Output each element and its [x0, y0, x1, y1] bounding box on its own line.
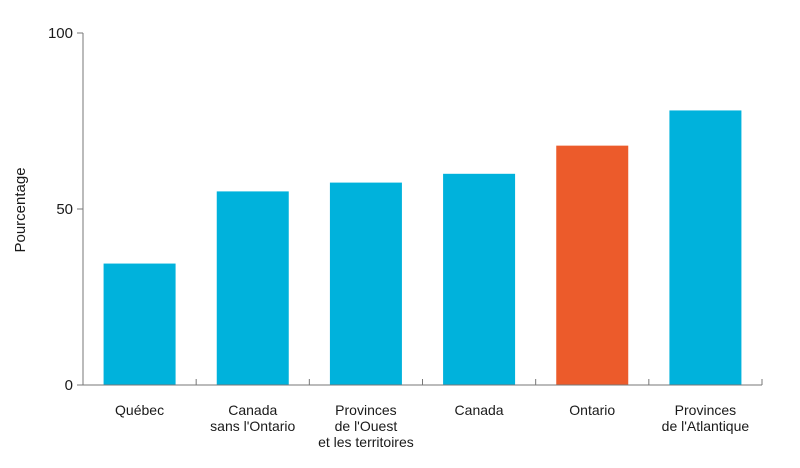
x-category-label-line: sans l'Ontario — [210, 418, 295, 434]
x-category-label: Provinces de l'Atlantique — [662, 402, 750, 434]
x-category-label-line: de l'Ouest — [335, 418, 398, 434]
x-category-label-line: Québec — [115, 402, 164, 418]
x-category-label-line: et les territoires — [318, 434, 414, 450]
bar — [216, 191, 289, 385]
x-category-label-line: Provinces — [335, 402, 396, 418]
y-tick-label: 50 — [56, 201, 73, 218]
bar — [669, 110, 742, 385]
axes-group — [77, 32, 763, 386]
bars-group — [103, 110, 742, 385]
x-category-label-line: Provinces — [675, 402, 736, 418]
x-category-label-line: de l'Atlantique — [662, 418, 750, 434]
x-category-label-line: Canada — [455, 402, 504, 418]
x-category-label: Canada — [455, 402, 504, 418]
bar — [329, 182, 402, 385]
x-category-label: Canada sans l'Ontario — [210, 402, 295, 434]
x-category-label: Provinces de l'Ouest et les territoires — [318, 402, 414, 450]
y-tick-label: 100 — [48, 25, 73, 42]
bar — [103, 263, 176, 385]
bar — [443, 173, 516, 385]
x-category-label: Ontario — [569, 402, 615, 418]
bar — [556, 145, 629, 385]
x-category-label: Québec — [115, 402, 164, 418]
y-axis-title: Pourcentage — [12, 167, 29, 252]
y-tick-label: 0 — [65, 377, 73, 394]
x-category-label-line: Canada — [228, 402, 277, 418]
x-category-label-line: Ontario — [569, 402, 615, 418]
